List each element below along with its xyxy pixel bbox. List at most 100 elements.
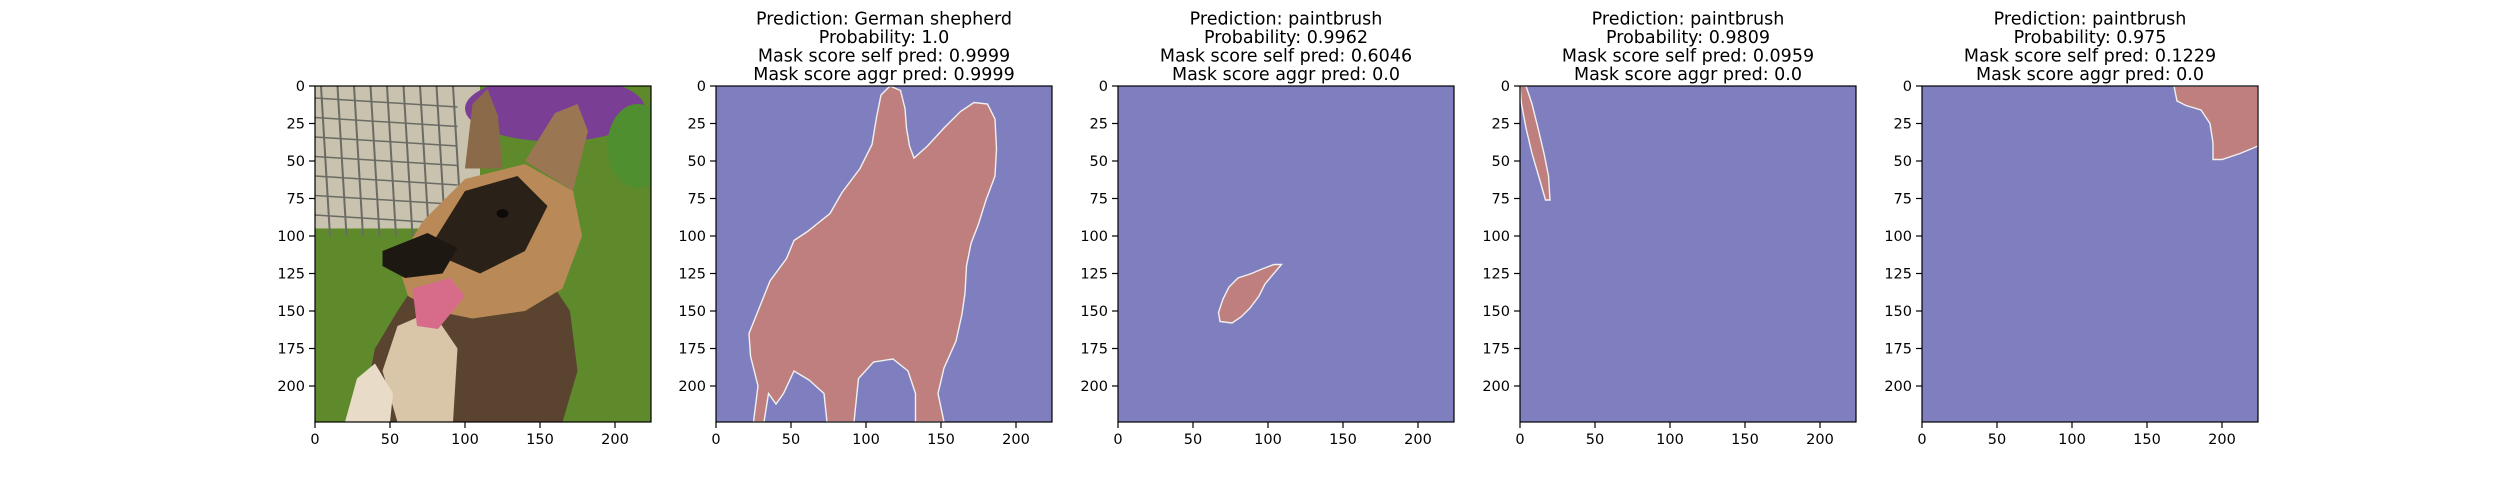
mask-background (1118, 86, 1454, 422)
fence-wire (315, 97, 458, 108)
x-tick-label: 200 (601, 432, 629, 448)
fence-wire (315, 155, 458, 167)
x-tick-label: 0 (1917, 432, 1926, 448)
y-tick-label: 50 (688, 154, 706, 170)
y-tick-label: 50 (1090, 154, 1108, 170)
dog-face-mask (427, 176, 548, 274)
fence-wire (315, 194, 458, 206)
y-tick-label: 150 (1482, 304, 1510, 320)
y-tick-label: 200 (1884, 379, 1912, 395)
y-tick-label: 175 (1884, 342, 1912, 358)
y-tick-label: 75 (688, 192, 706, 208)
dog-tongue (412, 278, 465, 329)
y-tick-label: 75 (1894, 192, 1912, 208)
y-tick-label: 200 (1482, 379, 1510, 395)
x-tick-label: 150 (2133, 432, 2161, 448)
y-tick-label: 25 (1894, 117, 1912, 133)
x-tick-label: 100 (852, 432, 880, 448)
fence-wire (315, 116, 458, 128)
y-tick-label: 0 (1903, 79, 1912, 95)
y-tick-label: 100 (1482, 229, 1510, 245)
panels: 0 50 100 150 2000255075100125150175200Predic… (277, 10, 2259, 448)
y-tick-label: 75 (1492, 192, 1510, 208)
dog-left-ear (465, 89, 503, 169)
fence-wire (336, 86, 348, 237)
fence-wire (320, 86, 331, 237)
panel-title-line: Probability: 0.9809 (1606, 28, 1770, 48)
x-tick-label: 50 (1586, 432, 1604, 448)
dog-muzzle (382, 233, 458, 278)
fence-wire (419, 86, 430, 237)
panel-title-line: Mask score aggr pred: 0.0 (1172, 65, 1400, 85)
x-tick-label: 200 (1404, 432, 1432, 448)
y-tick-label: 50 (1894, 154, 1912, 170)
x-tick-label: 100 (2058, 432, 2086, 448)
y-tick-label: 150 (1080, 304, 1108, 320)
panel-title-line: Prediction: German shepherd (756, 10, 1012, 30)
x-tick-label: 50 (381, 432, 399, 448)
x-tick-label: 0 (310, 432, 319, 448)
green-toy (607, 104, 651, 188)
x-tick-label: 100 (1254, 432, 1282, 448)
panel-title-line: Mask score self pred: 0.6046 (1160, 47, 1412, 67)
panel-title-line: Mask score aggr pred: 0.9999 (753, 65, 1014, 85)
fence-wire (315, 175, 458, 186)
x-tick-label: 0 (711, 432, 720, 448)
y-tick-label: 75 (1090, 192, 1108, 208)
mask-background (1520, 86, 1856, 422)
fence-wire (353, 86, 364, 237)
x-tick-label: 0 (1515, 432, 1524, 448)
x-tick-label: 100 (451, 432, 479, 448)
mask-background (1922, 86, 2258, 422)
panel-title-line: Mask score self pred: 0.0959 (1562, 47, 1814, 67)
x-tick-label: 0 (1113, 432, 1122, 448)
x-tick-label: 50 (1184, 432, 1202, 448)
x-tick-label: 50 (1988, 432, 2006, 448)
mask-region (1520, 86, 1551, 201)
mask-region (2173, 86, 2258, 161)
y-tick-label: 100 (1884, 229, 1912, 245)
y-tick-label: 25 (1492, 117, 1510, 133)
panel-title-line: Probability: 0.9962 (1204, 28, 1368, 48)
dog-chest (382, 311, 458, 422)
y-tick-label: 125 (277, 267, 305, 283)
y-tick-label: 150 (678, 304, 706, 320)
x-tick-label: 150 (1731, 432, 1759, 448)
y-tick-label: 150 (277, 304, 305, 320)
y-tick-label: 0 (697, 79, 706, 95)
panel-title-line: Mask score aggr pred: 0.0 (1976, 65, 2204, 85)
x-tick-label: 200 (2208, 432, 2236, 448)
x-tick-label: 100 (1656, 432, 1684, 448)
y-tick-label: 150 (1884, 304, 1912, 320)
dog-photo (315, 86, 651, 422)
y-tick-label: 200 (277, 379, 305, 395)
axes-frame (715, 85, 1053, 423)
axes-frame (1921, 85, 2259, 423)
y-tick-label: 175 (1482, 342, 1510, 358)
mask-region (748, 86, 998, 422)
fence-wire (315, 136, 458, 147)
y-tick-label: 25 (1090, 117, 1108, 133)
y-tick-label: 125 (1482, 267, 1510, 283)
y-tick-label: 175 (277, 342, 305, 358)
axes-frame (314, 85, 652, 423)
y-tick-label: 50 (287, 154, 305, 170)
panel-2: Prediction: German shepherdProbability: … (678, 10, 1053, 448)
y-tick-label: 100 (678, 229, 706, 245)
panel-title-line: Mask score self pred: 0.1229 (1964, 47, 2216, 67)
y-tick-label: 200 (1080, 379, 1108, 395)
panel-title-line: Mask score aggr pred: 0.0 (1574, 65, 1802, 85)
dog-paw (345, 363, 393, 422)
y-tick-label: 175 (678, 342, 706, 358)
fence-wire (402, 86, 414, 237)
y-tick-label: 200 (678, 379, 706, 395)
panel-title-line: Prediction: paintbrush (1592, 10, 1785, 30)
y-tick-label: 0 (1501, 79, 1510, 95)
y-tick-label: 25 (287, 117, 305, 133)
y-tick-label: 0 (296, 79, 305, 95)
y-tick-label: 100 (1080, 229, 1108, 245)
y-tick-label: 125 (1080, 267, 1108, 283)
